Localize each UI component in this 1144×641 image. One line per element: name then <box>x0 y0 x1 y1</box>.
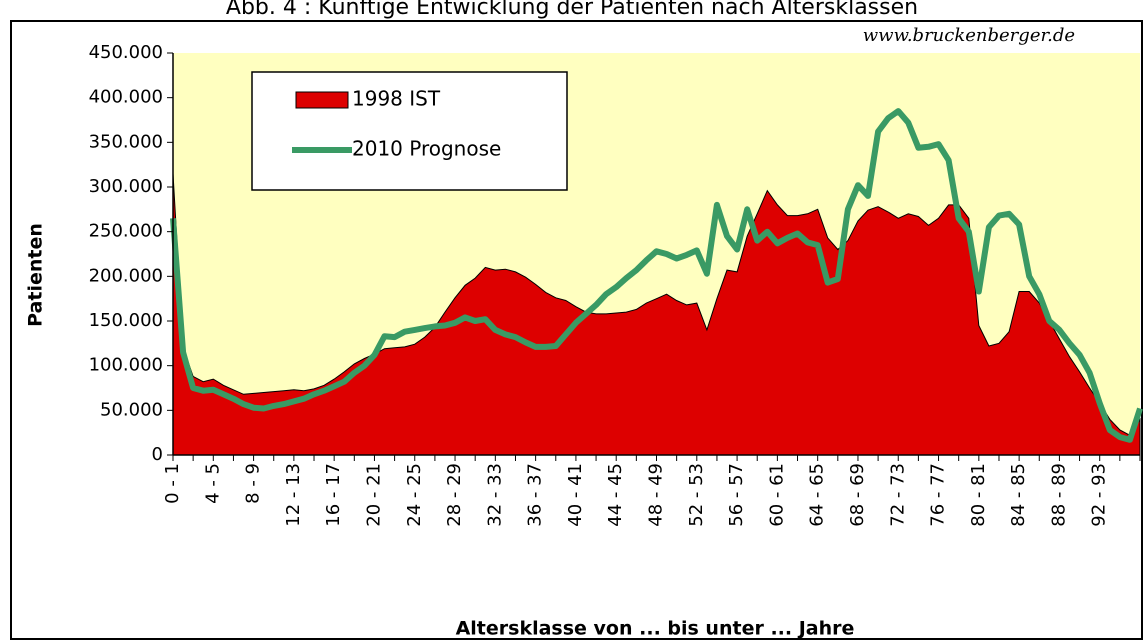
x-tick-label: 0 - 1 <box>162 463 183 504</box>
area <box>172 173 1141 456</box>
x-tick-label: 80 - 81 <box>968 463 989 527</box>
y-tick-label: 0 <box>152 444 163 465</box>
x-tick-label: 20 - 21 <box>363 463 384 527</box>
x-tick-label: 32 - 33 <box>484 463 505 527</box>
x-axis-label: Altersklasse von ... bis unter ... Jahre <box>456 618 855 640</box>
x-tick-label: 48 - 49 <box>646 463 667 527</box>
x-tick-label: 52 - 53 <box>686 463 707 527</box>
legend-label: 2010 Prognose <box>352 137 501 161</box>
watermark: www.bruckenberger.de <box>863 25 1075 46</box>
legend-swatch <box>295 91 349 109</box>
x-tick-label: 24 - 25 <box>404 463 425 527</box>
legend: 1998 IST 2010 Prognose <box>251 71 568 191</box>
x-tick-label: 12 - 13 <box>283 463 304 527</box>
x-tick-label: 84 - 85 <box>1008 463 1029 527</box>
chart-title: Abb. 4 : Künftige Entwicklung der Patien… <box>226 0 918 20</box>
y-tick-label: 50.000 <box>100 399 163 420</box>
x-tick-label: 36 - 37 <box>525 463 546 527</box>
y-tick-label: 450.000 <box>89 42 163 63</box>
legend-label: 1998 IST <box>352 87 441 111</box>
x-tick-label: 88 - 89 <box>1048 463 1069 527</box>
x-tick-label: 68 - 69 <box>847 463 868 527</box>
line <box>170 108 1143 443</box>
y-tick-label: 150.000 <box>89 310 163 331</box>
y-tick-label: 350.000 <box>89 131 163 152</box>
x-tick-label: 16 - 17 <box>323 463 344 527</box>
x-tick-label: 28 - 29 <box>444 463 465 527</box>
y-axis-label: Patienten <box>25 223 47 327</box>
y-tick-label: 200.000 <box>89 265 163 286</box>
x-tick-label: 8 - 9 <box>243 463 264 504</box>
x-tick-label: 92 - 93 <box>1089 463 1110 527</box>
x-tick-label: 72 - 73 <box>887 463 908 527</box>
x-tick-label: 40 - 41 <box>565 463 586 527</box>
x-tick-label: 64 - 65 <box>807 463 828 527</box>
x-tick-label: 56 - 57 <box>726 463 747 527</box>
x-tick-label: 76 - 77 <box>928 463 949 527</box>
x-tick-label: 44 - 45 <box>605 463 626 527</box>
y-tick-label: 400.000 <box>89 87 163 108</box>
x-tick-label: 4 - 5 <box>202 463 223 504</box>
y-tick-label: 300.000 <box>89 176 163 197</box>
y-tick-label: 250.000 <box>89 221 163 242</box>
x-tick-label: 60 - 61 <box>766 463 787 527</box>
y-tick-label: 100.000 <box>89 355 163 376</box>
